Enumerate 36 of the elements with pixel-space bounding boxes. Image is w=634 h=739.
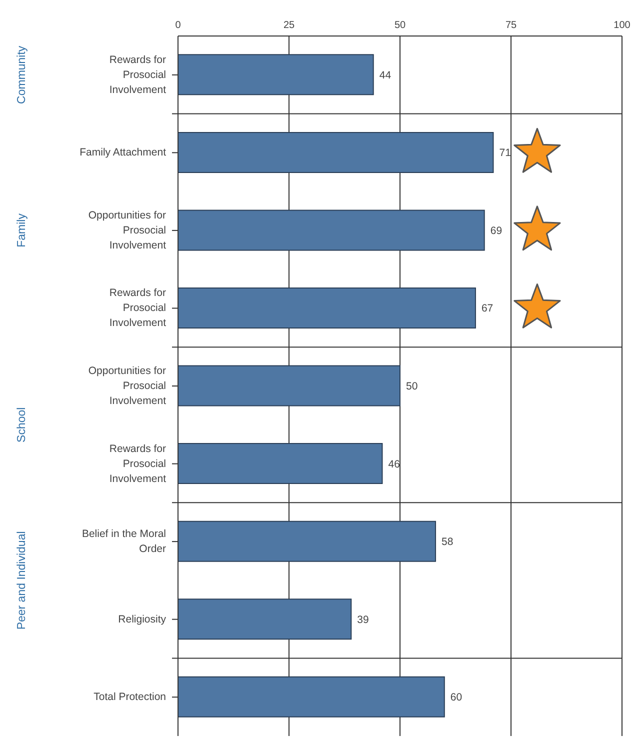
data-label: 46 bbox=[388, 458, 400, 470]
data-label: 71 bbox=[499, 147, 512, 160]
text: Family bbox=[16, 213, 28, 248]
data-label: 60 bbox=[450, 692, 462, 704]
y-tick-label: Belief in the Moral Order bbox=[82, 528, 166, 555]
bar bbox=[178, 54, 374, 96]
x-tick-label: 25 bbox=[283, 20, 295, 31]
y-tick-label: Opportunities for Prosocial Involvement bbox=[88, 364, 166, 407]
x-tick-label: 100 bbox=[614, 20, 631, 31]
x-tick-label: 0 bbox=[175, 20, 182, 31]
text: School bbox=[16, 407, 28, 442]
bar bbox=[178, 132, 494, 173]
text: Peer and Individual bbox=[16, 531, 28, 630]
data-label: 44 bbox=[379, 69, 392, 82]
y-tick-label: Rewards for Prosocial Involvement bbox=[109, 54, 166, 96]
bar bbox=[178, 520, 436, 562]
y-tick-label: Religiosity bbox=[118, 613, 167, 626]
data-label: 58 bbox=[442, 536, 454, 548]
data-label: 50 bbox=[406, 380, 418, 393]
bar bbox=[178, 676, 445, 718]
y-tick-label: Rewards for Prosocial Involvement bbox=[109, 442, 166, 485]
x-tick-label: 50 bbox=[394, 20, 406, 31]
x-tick-label: 75 bbox=[505, 20, 517, 31]
text: Community bbox=[16, 46, 28, 104]
y-tick-label: Family Attachment bbox=[80, 146, 166, 158]
data-label: 67 bbox=[481, 302, 494, 315]
bar bbox=[178, 210, 485, 251]
y-tick-label: Total Protection bbox=[94, 690, 166, 703]
bar bbox=[178, 365, 400, 406]
y-tick-label: Opportunities for Prosocial Involvement bbox=[88, 209, 166, 252]
bar bbox=[178, 443, 383, 484]
bar bbox=[178, 288, 476, 328]
data-label: 39 bbox=[357, 614, 369, 626]
data-label: 69 bbox=[490, 224, 502, 237]
bar bbox=[178, 598, 352, 640]
y-tick-label: Rewards for Prosocial Involvement bbox=[109, 287, 166, 330]
